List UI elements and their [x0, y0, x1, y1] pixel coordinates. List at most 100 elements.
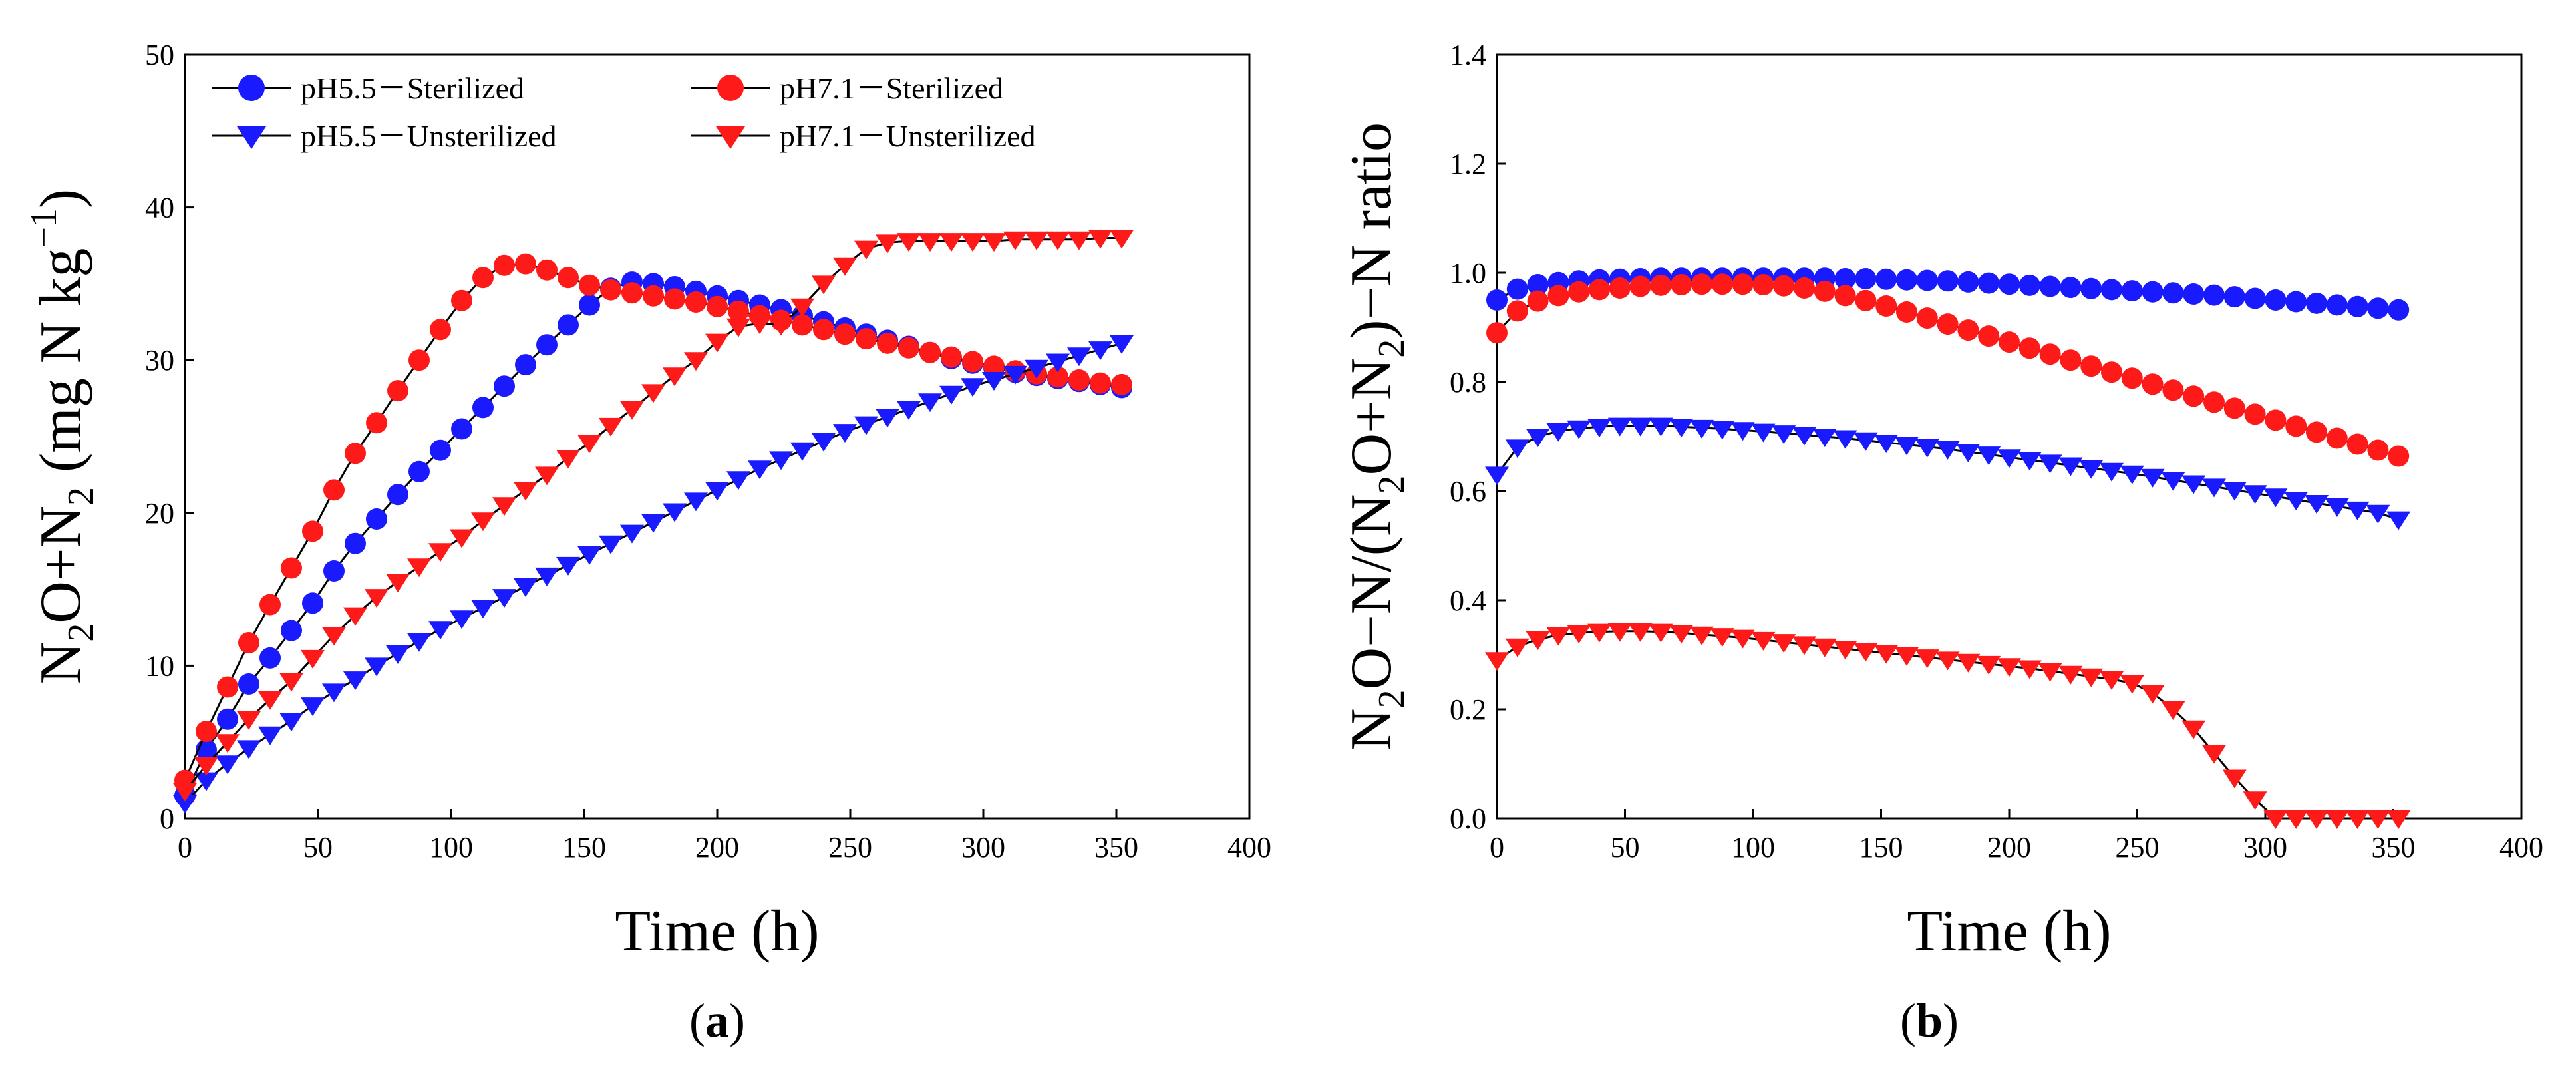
data-point — [1046, 231, 1070, 250]
data-point — [962, 351, 983, 373]
data-point — [1752, 274, 1774, 295]
data-point — [2018, 274, 2040, 296]
data-point — [1999, 331, 2020, 353]
data-point — [2306, 292, 2327, 314]
data-point — [919, 341, 941, 363]
data-point — [1956, 444, 1981, 462]
data-point — [494, 375, 515, 397]
data-point — [343, 671, 367, 691]
data-point — [1794, 277, 1815, 299]
data-point — [2346, 433, 2368, 455]
data-point — [2060, 349, 2082, 371]
data-point — [2222, 482, 2247, 501]
panel-b-label-open: ( — [1900, 994, 1916, 1047]
data-point — [322, 627, 346, 646]
data-point — [1546, 423, 1571, 442]
data-point — [492, 497, 516, 516]
data-point — [515, 253, 536, 275]
panel-b-ylabel-sub2: 2 — [1371, 475, 1412, 494]
data-point — [1691, 273, 1712, 295]
x-tick-label: 100 — [429, 831, 473, 864]
panel-a-chart: 0 50 100 150 200 250 300 350 400 0 10 20 30 40 50 pH5.… — [23, 39, 1271, 1047]
data-point — [1110, 335, 1134, 354]
panel-b-series — [1485, 267, 2411, 829]
data-point — [2058, 457, 2083, 476]
data-point — [196, 721, 217, 743]
data-point — [876, 234, 899, 254]
data-point — [577, 435, 601, 454]
data-point — [748, 315, 772, 335]
data-point — [492, 589, 516, 608]
data-point — [2181, 720, 2206, 739]
data-point — [1710, 628, 1734, 647]
data-point — [2101, 279, 2122, 301]
data-point — [258, 726, 282, 745]
data-point — [897, 233, 921, 252]
data-point — [194, 772, 218, 791]
data-point — [1896, 269, 1917, 291]
data-point — [194, 757, 218, 776]
data-point — [281, 557, 302, 579]
data-point — [2203, 391, 2225, 413]
data-point — [2161, 701, 2185, 720]
data-point — [1710, 421, 1734, 440]
data-point — [302, 520, 323, 542]
data-point — [663, 503, 687, 522]
data-point — [1730, 629, 1755, 649]
data-point — [983, 355, 1005, 377]
data-point — [1792, 427, 1816, 446]
data-point — [769, 317, 793, 336]
data-point — [2223, 397, 2245, 419]
data-point — [1957, 271, 1979, 293]
data-point — [1526, 631, 1550, 650]
data-point — [2121, 367, 2143, 389]
y-tick-label: 0.4 — [1450, 584, 1486, 617]
data-point — [514, 578, 538, 597]
x-tick-label: 400 — [1227, 831, 1271, 864]
data-point — [2080, 277, 2102, 299]
data-point — [1067, 347, 1091, 367]
data-point — [535, 466, 559, 486]
data-point — [2202, 478, 2226, 498]
legend-marker-ph55-sterilized — [238, 75, 265, 101]
data-point — [1088, 341, 1112, 361]
x-tick-label: 200 — [1987, 831, 2031, 864]
data-point — [556, 556, 580, 576]
data-point — [302, 592, 323, 614]
data-point — [790, 298, 814, 317]
data-point — [2244, 287, 2266, 309]
data-point — [1587, 419, 1611, 438]
panel-a-ylabel-n1: N — [29, 642, 93, 685]
data-point — [1669, 419, 1694, 438]
data-point — [1915, 649, 1939, 669]
data-point — [1834, 268, 1856, 289]
data-point — [387, 484, 408, 506]
data-point — [1751, 631, 1776, 651]
panel-b-label-letter: b — [1916, 994, 1943, 1047]
data-point — [2366, 504, 2390, 524]
data-point — [451, 289, 472, 311]
data-point — [258, 691, 282, 710]
data-point — [301, 649, 325, 669]
data-point — [2038, 454, 2062, 474]
data-point — [238, 673, 259, 695]
panel-a-ylabel-unit-open: (mg N kg — [29, 248, 93, 487]
x-tick-label: 50 — [303, 831, 333, 864]
data-point — [939, 233, 963, 252]
data-point — [1609, 277, 1631, 299]
panel-a-label-letter: a — [705, 994, 729, 1047]
data-point — [514, 482, 538, 501]
data-point — [1527, 290, 1549, 312]
data-point — [472, 397, 494, 419]
data-point — [1486, 289, 1508, 311]
data-point — [472, 267, 494, 289]
data-point — [386, 645, 410, 664]
data-point — [705, 482, 729, 501]
panel-b-chart: 0 50 100 150 200 250 300 350 400 0.0 0.2 0.4 0.6 0.8 1… — [1339, 39, 2543, 1047]
panel-a-label-open: ( — [689, 994, 705, 1047]
data-point — [173, 783, 197, 802]
panel-b-ylabel-b: O+N — [1339, 358, 1404, 476]
data-point — [1937, 270, 1959, 292]
data-point — [1527, 274, 1549, 295]
data-point — [2203, 284, 2225, 306]
